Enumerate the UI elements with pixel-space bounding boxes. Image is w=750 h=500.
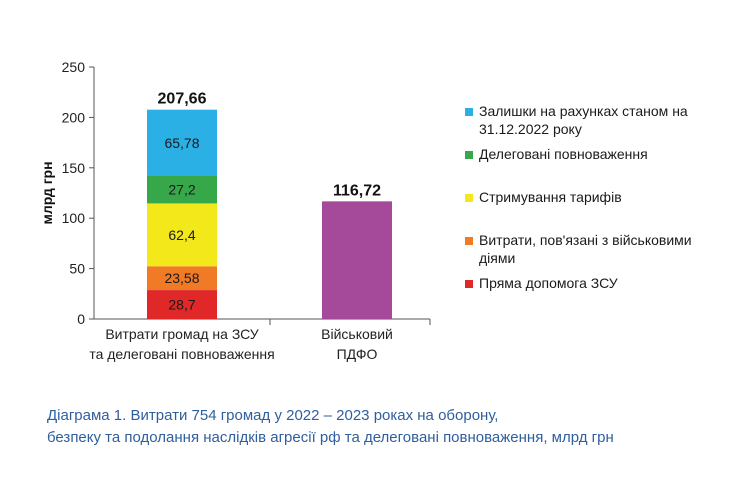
- data-label: 28,7: [168, 297, 195, 313]
- data-label: 27,2: [168, 182, 195, 198]
- legend-label: Залишки на рахунках станом на: [479, 103, 688, 119]
- caption-line-2: безпеку та подолання наслідків агресії р…: [47, 429, 614, 446]
- legend-swatch: [465, 108, 473, 116]
- caption-line-1: Діаграма 1. Витрати 754 громад у 2022 – …: [47, 407, 499, 424]
- total-label: 116,72: [333, 182, 381, 199]
- legend-label: Пряма допомога ЗСУ: [479, 275, 618, 291]
- data-label: 62,4: [168, 227, 195, 243]
- legend-swatch: [465, 280, 473, 288]
- y-tick-label: 200: [62, 109, 86, 125]
- bar-segment: [147, 290, 217, 319]
- bar-segment: [322, 201, 392, 319]
- bar-segment: [147, 175, 217, 204]
- x-category-label: Військовий: [321, 326, 393, 342]
- y-tick-label: 50: [69, 261, 85, 277]
- y-tick-label: 0: [77, 311, 85, 327]
- chart-caption: Діаграма 1. Витрати 754 громад у 2022 – …: [47, 405, 737, 449]
- total-label: 207,66: [158, 91, 207, 108]
- bar-segment: [147, 203, 217, 267]
- legend-label: Делеговані повноваження: [479, 146, 648, 162]
- legend-label: діями: [479, 250, 515, 266]
- data-label: 23,58: [164, 270, 199, 286]
- legend-swatch: [465, 151, 473, 159]
- x-category-label: Витрати громад на ЗСУ: [105, 326, 258, 342]
- y-axis-label: млрд грн: [39, 161, 55, 224]
- legend-label: Стримування тарифів: [479, 189, 622, 205]
- bar-segment: [147, 266, 217, 291]
- legend-label: 31.12.2022 року: [479, 121, 582, 137]
- chart: 0 50 100 150 200 250 млрд грн 28,7 23,58 62,4 27,2…: [39, 59, 692, 362]
- y-tick-label: 250: [62, 59, 86, 75]
- data-label: 65,78: [164, 135, 199, 151]
- legend-swatch: [465, 237, 473, 245]
- bar-segment: [147, 109, 217, 176]
- x-category-label: та делеговані повноваження: [89, 346, 274, 362]
- y-tick-label: 100: [62, 210, 86, 226]
- legend-swatch: [465, 194, 473, 202]
- legend-label: Витрати, пов'язані з військовими: [479, 232, 692, 248]
- y-tick-label: 150: [62, 160, 86, 176]
- x-category-label: ПДФО: [337, 346, 378, 362]
